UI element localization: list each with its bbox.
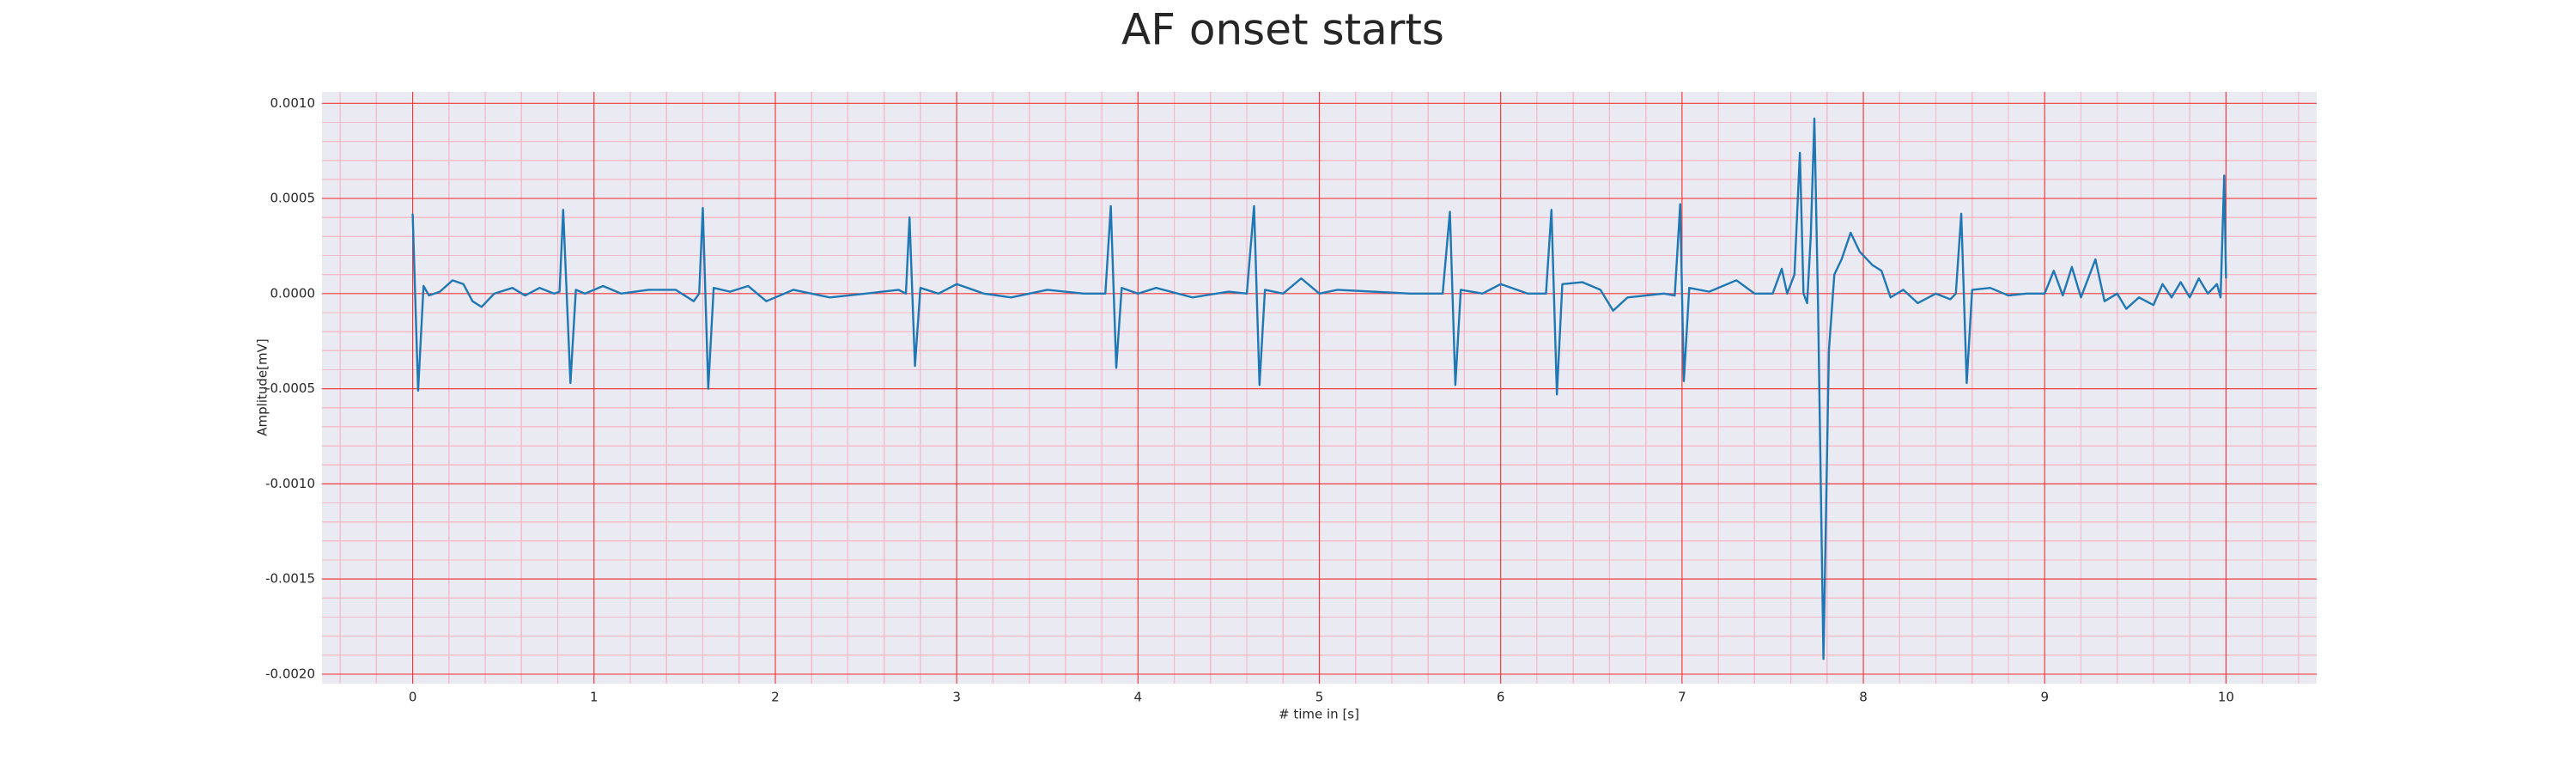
signal-line [411,117,2227,660]
x-tick-label: 7 [1678,690,1686,705]
x-tick-label: 0 [409,690,417,705]
y-tick-label: 0.0010 [270,95,316,111]
y-tick-label: -0.0020 [265,666,315,681]
plot-area [322,92,2317,684]
x-tick-label: 4 [1134,690,1143,705]
y-tick-label: 0.0005 [270,191,316,206]
x-axis-label: # time in [s] [1279,707,1359,722]
chart-title: AF onset starts [1121,5,1444,55]
x-tick-label: 3 [952,690,961,705]
y-tick-label: 0.0000 [270,285,316,301]
x-tick-label: 2 [771,690,780,705]
y-tick-label: -0.0010 [265,476,315,491]
x-tick-label: 6 [1497,690,1505,705]
x-tick-label: 9 [2040,690,2049,705]
y-axis-label: Amplitude[mV] [255,338,270,435]
x-tick-label: 1 [590,690,598,705]
y-tick-label: -0.0015 [265,571,315,587]
x-tick-label: 10 [2218,690,2234,705]
x-tick-label: 5 [1315,690,1324,705]
x-tick-label: 8 [1859,690,1868,705]
y-tick-label: -0.0005 [265,380,315,396]
